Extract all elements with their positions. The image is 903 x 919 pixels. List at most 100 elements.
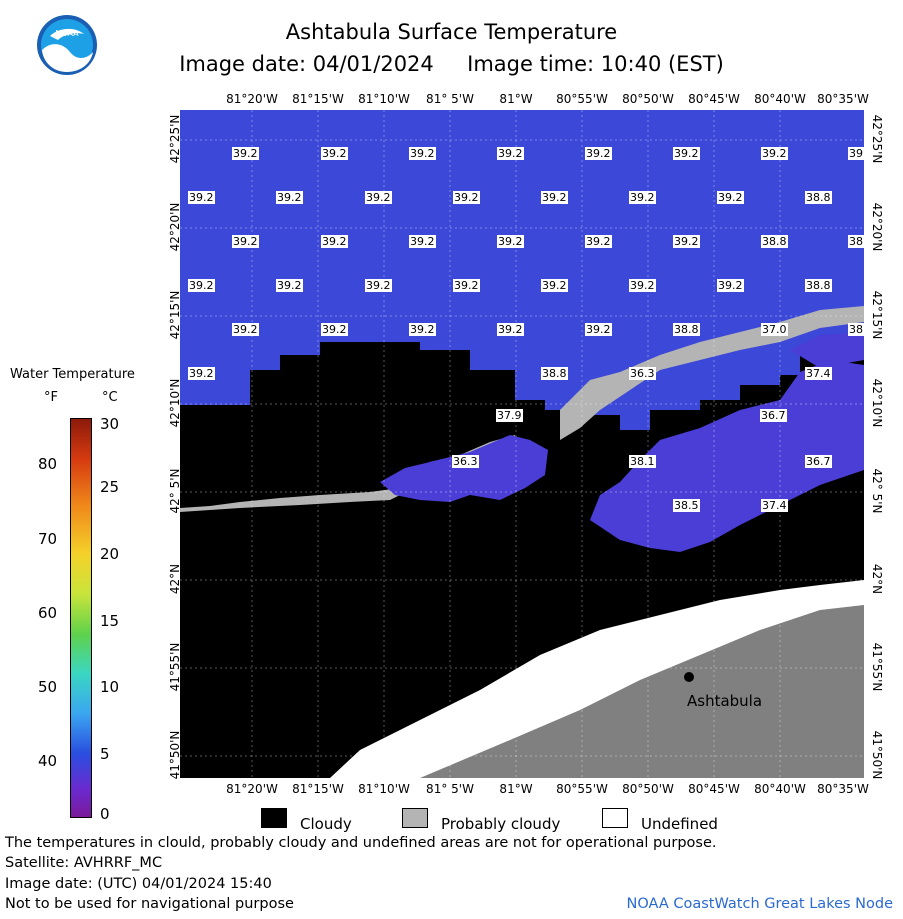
temperature-label: 39.2 xyxy=(673,235,700,248)
footer-credit: NOAA CoastWatch Great Lakes Node xyxy=(626,896,893,912)
temperature-label: 38.8 xyxy=(673,323,700,336)
temperature-map: Ashtabula 39.2 39.2 39.2 39.2 39.2 39.2 39.2 39… xyxy=(180,110,864,778)
c-tick: 10 xyxy=(100,678,120,696)
temperature-label: 39.2 xyxy=(365,279,392,292)
temperature-label: 39 xyxy=(848,147,864,160)
image-date-line: Image date: 04/01/2024 Image time: 10:40… xyxy=(179,52,724,76)
lon-label: 80°45'W xyxy=(688,782,740,796)
temperature-label: 38.8 xyxy=(805,279,832,292)
lon-label: 81°W xyxy=(499,782,533,796)
swatch-probably-cloudy xyxy=(402,808,428,828)
temperature-label: 39.2 xyxy=(585,323,612,336)
lon-label: 80°35'W xyxy=(817,92,869,106)
noaa-logo-icon: NOAA xyxy=(37,15,97,75)
c-tick: 25 xyxy=(100,478,120,496)
c-tick: 0 xyxy=(100,805,110,823)
lon-label: 80°40'W xyxy=(754,782,806,796)
lon-label: 81°20'W xyxy=(226,782,278,796)
f-tick: 70 xyxy=(38,530,58,548)
page-title: Ashtabula Surface Temperature xyxy=(285,20,618,44)
temperature-label: 39.2 xyxy=(585,235,612,248)
swatch-cloudy xyxy=(261,808,287,828)
temperature-label: 38.8 xyxy=(805,191,832,204)
f-tick: 60 xyxy=(38,604,58,622)
temperature-label: 39.2 xyxy=(717,279,744,292)
temperature-label: 39.2 xyxy=(497,147,524,160)
temperature-label: 39.2 xyxy=(761,147,788,160)
temperature-label: 37.9 xyxy=(496,409,523,422)
c-tick: 30 xyxy=(100,415,120,433)
temperature-label: 39.2 xyxy=(232,323,259,336)
temperature-label: 39.2 xyxy=(585,147,612,160)
lat-label: 41°55'N xyxy=(870,642,884,692)
lon-label: 81° 5'W xyxy=(426,782,474,796)
temperature-label: 39.2 xyxy=(188,279,215,292)
key-probably-cloudy: Probably cloudy xyxy=(441,815,561,833)
color-bar xyxy=(70,418,92,818)
lon-label: 81° 5'W xyxy=(426,92,474,106)
lon-label: 81°10'W xyxy=(358,92,410,106)
footer-utc-date: Image date: (UTC) 04/01/2024 15:40 xyxy=(5,876,272,892)
temperature-label: 39.2 xyxy=(497,323,524,336)
f-tick: 50 xyxy=(38,678,58,696)
lon-label: 81°15'W xyxy=(292,92,344,106)
city-label: Ashtabula xyxy=(687,692,763,710)
f-tick: 40 xyxy=(38,752,58,770)
temperature-label: 38.8 xyxy=(761,235,788,248)
footer-satellite: Satellite: AVHRRF_MC xyxy=(5,855,163,871)
temperature-label: 39.2 xyxy=(453,279,480,292)
lat-label: 42°15'N xyxy=(870,290,884,340)
temperature-label: 36.7 xyxy=(805,455,832,468)
temperature-label: 39.2 xyxy=(276,279,303,292)
lon-label: 80°50'W xyxy=(622,782,674,796)
key-cloudy: Cloudy xyxy=(300,815,352,833)
temperature-label: 39.2 xyxy=(409,235,436,248)
temperature-label: 36.7 xyxy=(760,409,787,422)
lon-label: 81°15'W xyxy=(292,782,344,796)
lon-label: 80°45'W xyxy=(688,92,740,106)
lat-label: 41°50'N xyxy=(870,730,884,780)
lat-label: 42° 5'N xyxy=(870,468,884,514)
temperature-label: 39.2 xyxy=(453,191,480,204)
unit-f: °F xyxy=(44,390,58,405)
temperature-label: 39.2 xyxy=(629,279,656,292)
lon-label: 80°40'W xyxy=(754,92,806,106)
temperature-label: 39.2 xyxy=(232,147,259,160)
temperature-label: 39.2 xyxy=(276,191,303,204)
temperature-label: 39.2 xyxy=(321,323,348,336)
temperature-label: 39.2 xyxy=(409,323,436,336)
temperature-label: 39.2 xyxy=(321,147,348,160)
temperature-label: 39.2 xyxy=(629,191,656,204)
lat-label: 42°20'N xyxy=(870,202,884,252)
f-tick: 80 xyxy=(38,455,58,473)
temperature-label: 39.2 xyxy=(365,191,392,204)
footer-note: The temperatures in clould, probably clo… xyxy=(5,835,717,851)
temperature-label: 39.2 xyxy=(497,235,524,248)
temperature-label: 38.8 xyxy=(541,367,568,380)
temperature-label: 37.4 xyxy=(805,367,832,380)
temperature-label: 39.2 xyxy=(188,367,215,380)
lon-label: 81°W xyxy=(499,92,533,106)
lon-label: 80°35'W xyxy=(817,782,869,796)
legend-title: Water Temperature xyxy=(10,367,135,382)
c-tick: 5 xyxy=(100,745,110,763)
temperature-label: 37.0 xyxy=(761,323,788,336)
c-tick: 15 xyxy=(100,612,120,630)
temperature-label: 39.2 xyxy=(188,191,215,204)
temperature-label: 38 xyxy=(848,323,864,336)
lat-label: 42°N xyxy=(870,563,884,595)
temperature-label: 39.2 xyxy=(409,147,436,160)
lat-label: 42°25'N xyxy=(870,114,884,164)
temperature-label: 39.2 xyxy=(541,279,568,292)
logo-text: NOAA xyxy=(55,29,79,38)
map-canvas xyxy=(180,110,864,778)
lon-label: 81°10'W xyxy=(358,782,410,796)
temperature-label: 39.2 xyxy=(321,235,348,248)
city-marker xyxy=(684,672,694,682)
temperature-label: 38.5 xyxy=(673,499,700,512)
temperature-label: 38 xyxy=(848,235,864,248)
unit-c: °C xyxy=(102,390,118,405)
temperature-label: 38.1 xyxy=(629,455,656,468)
footer-nav: Not to be used for navigational purpose xyxy=(5,896,294,912)
lon-label: 80°50'W xyxy=(622,92,674,106)
